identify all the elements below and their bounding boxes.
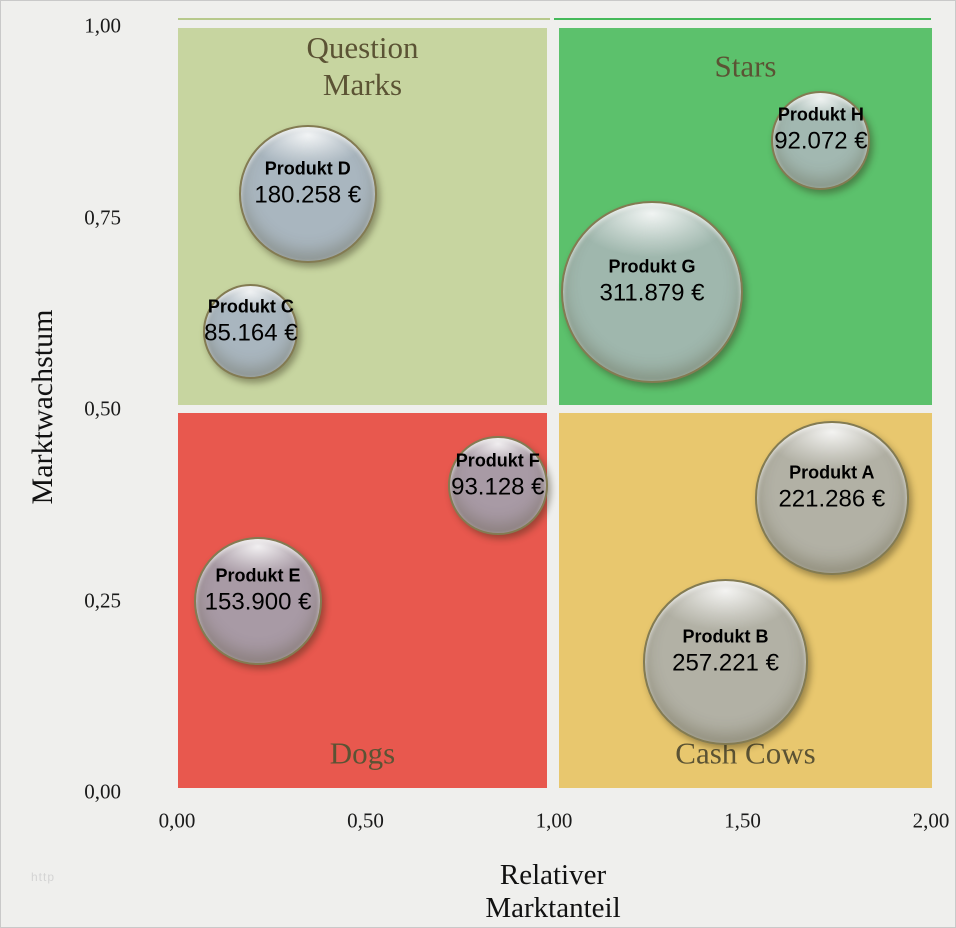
x-axis-title-line-1: Relativer [499, 859, 607, 891]
quadrant-label-line: Question [306, 30, 419, 65]
bubble-label-produkt-f: Produkt F 93.128 € [451, 449, 544, 502]
x-tick-label: 1,50 [724, 808, 761, 833]
plot-top-border-right [554, 18, 931, 20]
bubble-label-produkt-g: Produkt G 311.879 € [600, 255, 705, 308]
bubble-product-name: Produkt A [789, 462, 875, 483]
y-tick-label: 0,75 [84, 205, 121, 229]
bubble-product-value: 93.128 € [451, 473, 545, 501]
bubble-product-value: 311.879 € [599, 279, 705, 307]
bubble-product-name: Produkt C [207, 296, 294, 317]
quadrant-label-dogs: Dogs [330, 735, 395, 772]
x-tick-label: 0,50 [347, 808, 384, 833]
quadrant-label-line: Dogs [329, 735, 396, 771]
bubble-label-produkt-h: Produkt H 92.072 € [774, 104, 867, 157]
bubble-produkt-g [560, 200, 744, 383]
bubble-produkt-b [642, 579, 809, 745]
bubble-product-value: 221.286 € [778, 485, 886, 513]
bubble-product-value: 92.072 € [774, 127, 868, 155]
bubble-label-produkt-e: Produkt E 153.900 € [205, 565, 312, 618]
bubble-product-name: Produkt H [777, 104, 864, 125]
bubble-product-name: Produkt B [682, 626, 769, 647]
bubble-product-name: Produkt D [264, 158, 351, 179]
bubble-label-produkt-b: Produkt B 257.221 € [672, 625, 779, 678]
plot-top-border-left [178, 18, 550, 20]
bubble-product-value: 257.221 € [672, 649, 779, 677]
y-tick-label: 0,50 [84, 396, 121, 421]
y-tick-label: 1,00 [84, 13, 121, 38]
x-tick-label: 1,00 [535, 808, 573, 833]
x-tick-label: 0,00 [158, 808, 196, 833]
bubble-label-produkt-a: Produkt A 221.286 € [778, 461, 885, 514]
x-axis-title-line-2: Marktanteil [485, 892, 621, 924]
x-tick-label: 2,00 [912, 808, 950, 833]
bubble-produkt-d [238, 124, 378, 264]
watermark-text: http [31, 870, 56, 884]
y-tick-label: 0,00 [84, 779, 121, 804]
bubble-produkt-h [771, 90, 871, 190]
bubble-product-value: 85.164 € [204, 319, 298, 347]
bubble-label-produkt-c: Produkt C 85.164 € [204, 295, 297, 348]
bubble-produkt-e [194, 537, 322, 666]
bubble-product-name: Produkt G [608, 256, 696, 277]
quadrant-label-question-marks: Question Marks [307, 29, 419, 103]
bubble-product-value: 153.900 € [204, 588, 312, 616]
quadrant-label-line: Stars [714, 48, 777, 84]
bubble-product-value: 180.258 € [254, 181, 362, 209]
quadrant-label-line: Marks [322, 67, 403, 102]
y-tick-label: 0,25 [84, 588, 121, 612]
bubble-produkt-c [203, 284, 299, 380]
bubble-label-produkt-d: Produkt D 180.258 € [254, 157, 361, 210]
bubble-produkt-f [448, 435, 548, 536]
bubble-product-name: Produkt F [455, 450, 540, 471]
quadrant-label-stars: Stars [715, 48, 777, 85]
bubble-produkt-a [755, 421, 909, 575]
bubble-product-name: Produkt E [215, 565, 301, 586]
x-axis-title: Relativer Marktanteil [485, 859, 620, 925]
